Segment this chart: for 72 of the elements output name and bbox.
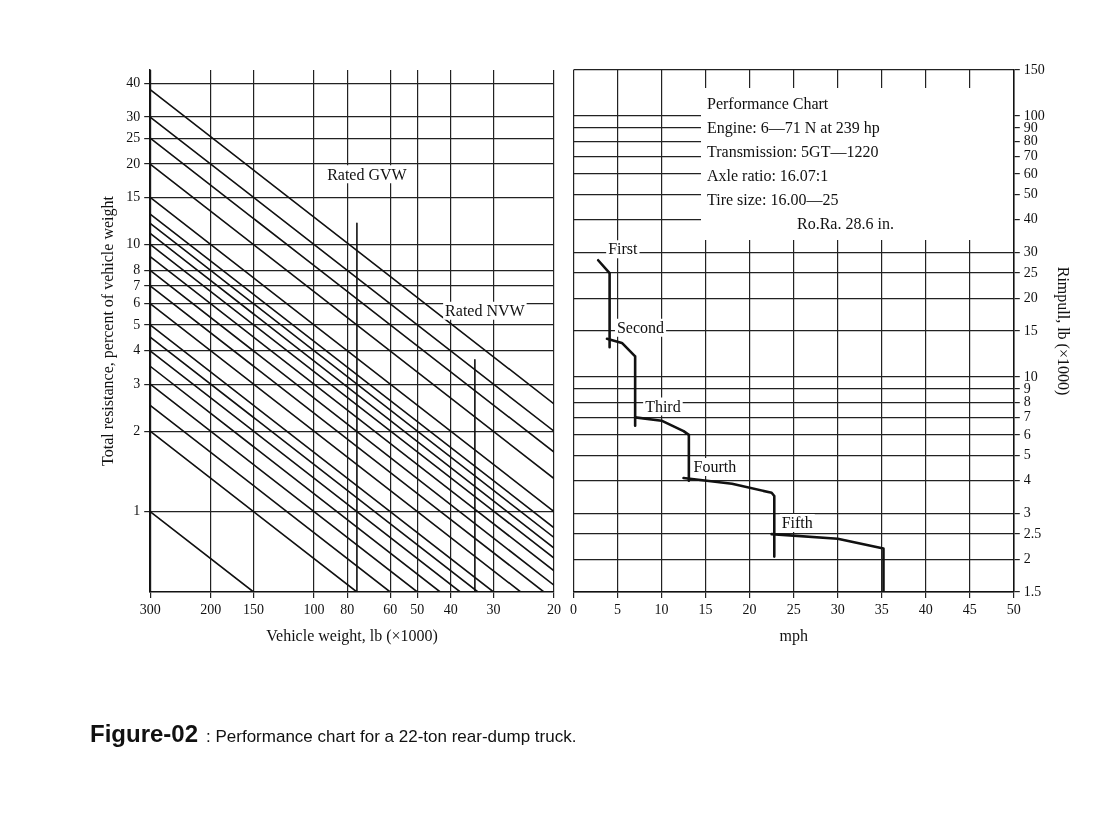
y2-tick-label: 40 — [1023, 211, 1038, 227]
x-axis-title: Vehicle weight, lb (×1000) — [266, 626, 438, 645]
y2-tick-label: 5 — [1023, 447, 1031, 463]
x-tick-label: 300 — [139, 602, 161, 618]
x-tick-label: 35 — [874, 602, 889, 618]
y2-tick-label: 15 — [1023, 322, 1038, 338]
x-tick-label: 30 — [486, 602, 501, 618]
y-tick-label: 30 — [126, 108, 141, 124]
x-tick-label: 45 — [962, 602, 977, 618]
x-tick-label: 40 — [443, 602, 458, 618]
y-tick-label: 7 — [133, 277, 141, 293]
annotation: Rated NVW — [445, 302, 526, 320]
y2-tick-label: 1.5 — [1023, 583, 1042, 599]
y2-tick-label: 50 — [1023, 186, 1038, 202]
x-tick-label: 30 — [830, 602, 845, 618]
annotation: Engine: 6—71 N at 239 hp — [707, 118, 881, 139]
y2-tick-label: 60 — [1023, 165, 1038, 181]
x-tick-label: 200 — [200, 602, 222, 618]
x-axis-title: mph — [779, 626, 808, 645]
y-tick-label: 1 — [133, 503, 141, 519]
x-tick-label: 150 — [243, 602, 265, 618]
x-tick-label: 5 — [614, 602, 622, 618]
y-tick-label: 4 — [133, 342, 141, 358]
x-tick-label: 15 — [698, 602, 713, 618]
annotation: Ro.Ra. 28.6 in. — [796, 214, 895, 234]
y2-tick-label: 3 — [1023, 505, 1031, 521]
y-tick-label: 40 — [126, 75, 141, 91]
series-label: Fourth — [693, 458, 737, 476]
y2-tick-label: 2 — [1023, 551, 1031, 567]
y2-tick-label: 25 — [1023, 264, 1038, 280]
annotation: Performance Chart — [707, 94, 830, 114]
series-label: First — [608, 240, 639, 258]
x-tick-label: 80 — [340, 602, 355, 618]
y2-tick-label: 4 — [1023, 472, 1031, 488]
y-axis-title: Total resistance, percent of vehicle weight — [98, 195, 117, 466]
y2-tick-label: 20 — [1023, 290, 1038, 306]
x-tick-label: 20 — [547, 602, 561, 618]
x-tick-label: 0 — [570, 602, 577, 618]
y2-tick-label: 8 — [1023, 393, 1031, 409]
y-tick-label: 10 — [126, 236, 141, 252]
y-tick-label: 8 — [133, 262, 141, 278]
y2-tick-label: 70 — [1023, 148, 1038, 164]
x-tick-label: 60 — [383, 602, 398, 618]
x-tick-label: 10 — [654, 602, 669, 618]
y-tick-label: 2 — [133, 422, 141, 438]
series-label: Fifth — [781, 514, 813, 532]
y-tick-label: 25 — [126, 129, 141, 145]
x-tick-label: 50 — [410, 602, 425, 618]
y2-axis-title: Rimpull, lb (×1000) — [1054, 266, 1073, 396]
x-tick-label: 50 — [1006, 602, 1021, 618]
annotation: Rated GVW — [327, 165, 408, 183]
text: Figure-02 : Performance chart for a 22-ton rear-dump truck. — [90, 720, 578, 748]
y2-tick-label: 2.5 — [1023, 525, 1042, 541]
series-label: Third — [645, 397, 681, 415]
y-tick-label: 5 — [133, 316, 141, 332]
annotation: Tire size: 16.00—25 — [707, 190, 840, 210]
y2-tick-label: 150 — [1023, 61, 1045, 77]
x-tick-label: 20 — [742, 602, 757, 618]
y2-tick-label: 80 — [1023, 132, 1038, 148]
y-tick-label: 15 — [126, 189, 141, 205]
x-tick-label: 40 — [918, 602, 933, 618]
x-tick-label: 25 — [786, 602, 801, 618]
x-tick-label: 100 — [303, 602, 325, 618]
y-tick-label: 6 — [133, 295, 141, 311]
y-tick-label: 3 — [133, 375, 141, 391]
y-tick-label: 20 — [126, 155, 141, 171]
series-label: Second — [616, 319, 665, 337]
annotation: Transmission: 5GT—1220 — [707, 142, 880, 162]
y2-tick-label: 30 — [1023, 244, 1038, 260]
y2-tick-label: 7 — [1023, 409, 1031, 425]
annotation: Axle ratio: 16.07:1 — [707, 166, 830, 186]
y2-tick-label: 6 — [1023, 426, 1031, 442]
